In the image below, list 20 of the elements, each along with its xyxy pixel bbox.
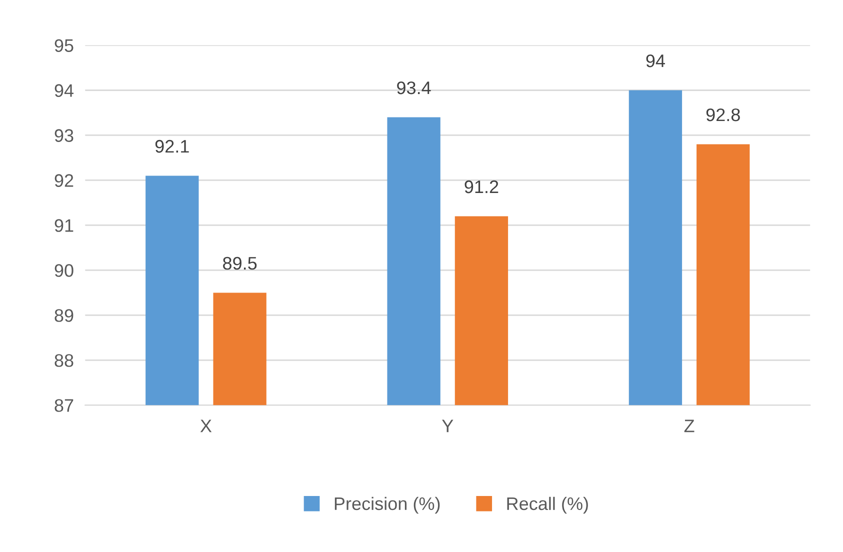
y-tick-label: 91 [54,219,74,232]
data-label: 93.4 [397,81,431,94]
x-tick-label: Z [684,420,694,432]
y-tick-label: 93 [54,129,74,142]
y-tick-label: 90 [54,264,74,277]
data-label: 92.8 [706,108,740,122]
x-tick-label: Y [442,420,454,432]
y-tick-label: 87 [54,399,74,412]
x-tick-label: X [200,420,212,432]
data-label: 89.5 [223,256,257,270]
y-tick-label: 89 [54,309,74,322]
legend-label: Precision (%) [334,496,440,514]
y-tick-label: 95 [54,39,74,52]
y-tick-label: 92 [54,174,74,187]
data-label: 94 [646,54,665,68]
y-tick-label: 94 [54,84,74,97]
legend-label: Recall (%) [507,496,588,514]
y-tick-label: 88 [54,354,74,367]
data-label: 91.2 [464,180,498,194]
data-label: 92.1 [155,140,189,153]
